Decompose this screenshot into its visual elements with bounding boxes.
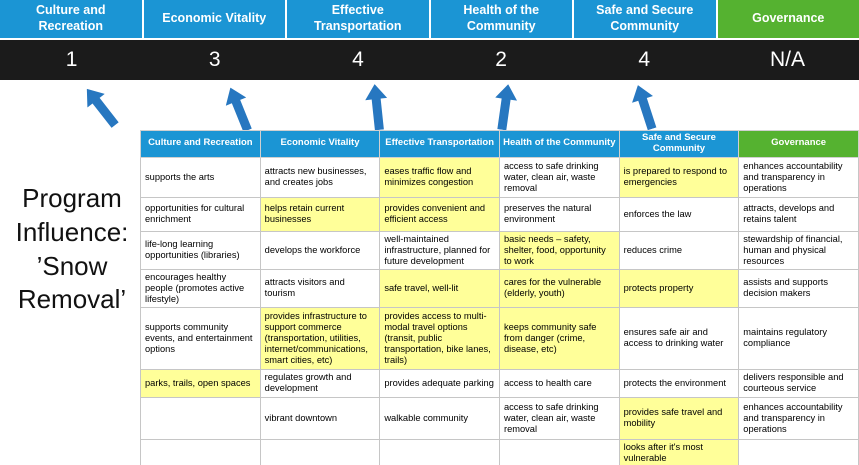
table-cell: access to safe drinking water, clean air… — [498, 156, 620, 198]
table-cell — [738, 438, 859, 465]
banner-culture-recreation: Culture and Recreation — [0, 0, 142, 38]
table-cell: protects the environment — [618, 368, 740, 398]
col-header-safe-secure-community: Safe and Secure Community — [618, 130, 740, 158]
table-cell: protects property — [618, 268, 740, 308]
table-cell: provides access to multi-modal travel op… — [379, 306, 500, 370]
score-health-community: 2 — [495, 48, 507, 71]
table-cell: parks, trails, open spaces — [140, 368, 261, 398]
table-cell — [379, 438, 500, 465]
table-cell: stewardship of financial, human and phys… — [738, 230, 859, 270]
col-header-governance: Governance — [738, 130, 859, 158]
table-cell: attracts, develops and retains talent — [738, 196, 859, 232]
influence-arrow-economic-icon — [220, 84, 258, 135]
table-row: supports the arts attracts new businesses… — [140, 156, 859, 198]
table-cell: keeps community safe from danger (crime,… — [498, 306, 620, 370]
table-cell: walkable community — [379, 396, 500, 440]
table-cell: provides adequate parking — [379, 368, 500, 398]
col-header-culture-recreation: Culture and Recreation — [140, 130, 261, 158]
table-cell: supports the arts — [140, 156, 261, 198]
table-cell: cares for the vulnerable (elderly, youth… — [498, 268, 620, 308]
influence-matrix: Culture and Recreation Economic Vitality… — [140, 130, 859, 465]
table-cell — [140, 438, 261, 465]
score-economic-vitality: 3 — [208, 48, 221, 71]
score-bar: 1 3 4 2 4 N/A — [0, 40, 859, 80]
banner-safe-secure-community: Safe and Secure Community — [574, 0, 716, 38]
table-cell: regulates growth and development — [259, 368, 381, 398]
influence-arrow-culture-icon — [78, 82, 124, 132]
matrix-body: supports the arts attracts new businesses… — [140, 156, 859, 465]
table-cell: provides safe travel and mobility — [618, 396, 740, 440]
banner-economic-vitality: Economic Vitality — [143, 0, 285, 38]
table-cell: access to health care — [498, 368, 620, 398]
table-cell: life-long learning opportunities (librar… — [140, 230, 261, 270]
influence-arrow-safety-icon — [627, 82, 662, 133]
table-cell: attracts visitors and tourism — [259, 268, 381, 308]
table-row: supports community events, and entertain… — [140, 306, 859, 370]
table-row: looks after it's most vulnerable — [140, 438, 859, 465]
score-effective-transportation: 4 — [352, 48, 364, 71]
table-cell: ensures safe air and access to drinking … — [618, 306, 740, 370]
table-cell: access to safe drinking water, clean air… — [498, 396, 620, 440]
table-cell: enhances accountability and transparency… — [738, 156, 859, 198]
table-cell: assists and supports decision makers — [738, 268, 859, 308]
banner-governance: Governance — [717, 0, 859, 38]
influence-arrow-health-icon — [491, 83, 519, 132]
table-cell: opportunities for cultural enrichment — [140, 196, 261, 232]
score-culture-recreation: 1 — [65, 48, 78, 71]
banner-effective-transportation: Effective Transportation — [287, 0, 429, 38]
table-cell: attracts new businesses, and creates job… — [259, 156, 381, 198]
table-cell — [259, 438, 381, 465]
table-cell: develops the workforce — [259, 230, 381, 270]
table-cell: encourages healthy people (promotes acti… — [140, 268, 261, 308]
table-cell: reduces crime — [618, 230, 740, 270]
category-banner: Culture and Recreation Economic Vitality… — [0, 0, 859, 38]
table-cell: provides convenient and efficient access — [379, 196, 500, 232]
table-cell: is prepared to respond to emergencies — [618, 156, 740, 198]
table-cell: preserves the natural environment — [498, 196, 620, 232]
col-header-effective-transportation: Effective Transportation — [379, 130, 500, 158]
table-cell: maintains regulatory compliance — [738, 306, 859, 370]
table-row: life-long learning opportunities (librar… — [140, 230, 859, 270]
table-cell: supports community events, and entertain… — [140, 306, 261, 370]
table-cell: basic needs – safety, shelter, food, opp… — [498, 230, 620, 270]
table-row: vibrant downtown walkable community access… — [140, 396, 859, 440]
table-row: opportunities for cultural enrichment hel… — [140, 196, 859, 232]
table-cell — [498, 438, 620, 465]
score-governance: N/A — [769, 48, 805, 71]
table-cell: enhances accountability and transparency… — [738, 396, 859, 440]
table-cell: well-maintained infrastructure, planned … — [379, 230, 500, 270]
table-cell: enforces the law — [618, 196, 740, 232]
table-cell: provides infrastructure to support comme… — [259, 306, 381, 370]
table-cell: delivers responsible and courteous servi… — [738, 368, 859, 398]
table-header-row: Culture and Recreation Economic Vitality… — [140, 130, 859, 158]
table-cell — [140, 396, 261, 440]
table-cell: safe travel, well-lit — [379, 268, 500, 308]
table-cell: vibrant downtown — [259, 396, 381, 440]
banner-health-community: Health of the Community — [430, 0, 572, 38]
table-cell: helps retain current businesses — [259, 196, 381, 232]
table-row: parks, trails, open spaces regulates grow… — [140, 368, 859, 398]
score-safe-secure-community: 4 — [638, 48, 651, 71]
table-cell: eases traffic flow and minimizes congest… — [379, 156, 500, 198]
program-influence-label: Program Influence: ’Snow Removal’ — [15, 183, 129, 315]
col-header-economic-vitality: Economic Vitality — [259, 130, 381, 158]
table-cell: looks after it's most vulnerable — [618, 438, 740, 465]
col-header-health-community: Health of the Community — [498, 130, 620, 158]
table-row: encourages healthy people (promotes acti… — [140, 268, 859, 308]
influence-arrow-transportation-icon — [364, 83, 391, 131]
